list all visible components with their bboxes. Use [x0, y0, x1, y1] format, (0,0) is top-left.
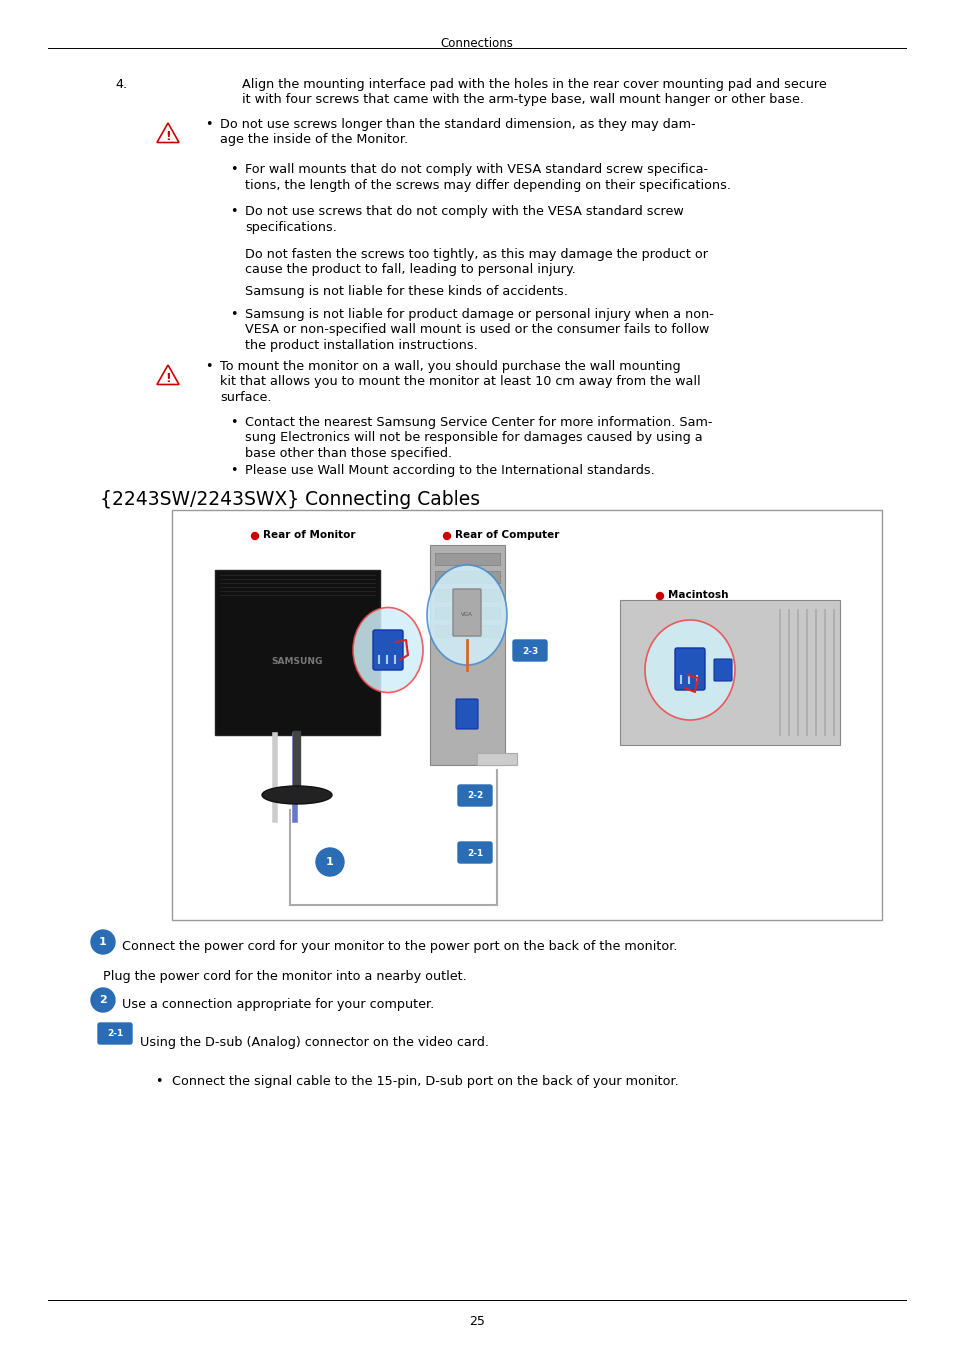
Circle shape — [252, 532, 258, 540]
Text: Samsung is not liable for product damage or personal injury when a non-: Samsung is not liable for product damage… — [245, 308, 713, 321]
FancyBboxPatch shape — [98, 1023, 132, 1044]
FancyBboxPatch shape — [435, 608, 499, 620]
Text: 2: 2 — [99, 995, 107, 1004]
Text: 2-1: 2-1 — [107, 1030, 123, 1038]
Text: VGA: VGA — [460, 613, 473, 617]
Text: Rear of Monitor: Rear of Monitor — [263, 531, 355, 540]
Text: •: • — [230, 205, 237, 217]
Polygon shape — [157, 123, 179, 143]
FancyBboxPatch shape — [713, 659, 731, 680]
Text: Connections: Connections — [440, 36, 513, 50]
Text: the product installation instructions.: the product installation instructions. — [245, 339, 477, 352]
Text: •: • — [230, 416, 237, 429]
Text: SAMSUNG: SAMSUNG — [271, 657, 322, 667]
Text: age the inside of the Monitor.: age the inside of the Monitor. — [220, 134, 408, 147]
Polygon shape — [157, 364, 179, 385]
Circle shape — [91, 930, 115, 954]
Text: specifications.: specifications. — [245, 220, 336, 234]
Circle shape — [656, 593, 662, 599]
Text: Align the mounting interface pad with the holes in the rear cover mounting pad a: Align the mounting interface pad with th… — [242, 78, 826, 90]
FancyBboxPatch shape — [214, 570, 379, 734]
Text: tions, the length of the screws may differ depending on their specifications.: tions, the length of the screws may diff… — [245, 178, 730, 192]
Text: •: • — [230, 308, 237, 321]
Text: Contact the nearest Samsung Service Center for more information. Sam-: Contact the nearest Samsung Service Cent… — [245, 416, 712, 429]
Circle shape — [443, 532, 450, 540]
Text: Rear of Computer: Rear of Computer — [455, 531, 558, 540]
FancyBboxPatch shape — [619, 599, 840, 745]
FancyBboxPatch shape — [435, 589, 499, 601]
Text: 2-1: 2-1 — [466, 849, 482, 857]
FancyBboxPatch shape — [513, 640, 546, 662]
FancyBboxPatch shape — [435, 554, 499, 566]
Text: Do not fasten the screws too tightly, as this may damage the product or: Do not fasten the screws too tightly, as… — [245, 248, 707, 261]
Text: •: • — [230, 464, 237, 477]
FancyBboxPatch shape — [435, 571, 499, 583]
Text: 2-3: 2-3 — [521, 647, 537, 656]
Circle shape — [91, 988, 115, 1012]
Text: •: • — [230, 163, 237, 176]
FancyBboxPatch shape — [456, 699, 477, 729]
Text: it with four screws that came with the arm-type base, wall mount hanger or other: it with four screws that came with the a… — [242, 93, 803, 107]
Text: Please use Wall Mount according to the International standards.: Please use Wall Mount according to the I… — [245, 464, 654, 477]
Text: !: ! — [165, 373, 171, 386]
Text: {2243SW/2243SWX} Connecting Cables: {2243SW/2243SWX} Connecting Cables — [100, 490, 479, 509]
Text: Samsung is not liable for these kinds of accidents.: Samsung is not liable for these kinds of… — [245, 285, 567, 298]
Ellipse shape — [427, 566, 506, 666]
Ellipse shape — [644, 620, 734, 720]
FancyBboxPatch shape — [675, 648, 704, 690]
Circle shape — [315, 848, 344, 876]
FancyBboxPatch shape — [453, 589, 480, 636]
Text: •: • — [154, 1075, 162, 1088]
FancyBboxPatch shape — [457, 842, 492, 863]
Text: Do not use screws that do not comply with the VESA standard screw: Do not use screws that do not comply wit… — [245, 205, 683, 217]
Text: cause the product to fall, leading to personal injury.: cause the product to fall, leading to pe… — [245, 263, 576, 277]
Text: Plug the power cord for the monitor into a nearby outlet.: Plug the power cord for the monitor into… — [103, 971, 466, 983]
FancyBboxPatch shape — [457, 784, 492, 806]
Ellipse shape — [353, 608, 422, 693]
Text: surface.: surface. — [220, 392, 272, 404]
Text: 4.: 4. — [115, 78, 127, 90]
Text: base other than those specified.: base other than those specified. — [245, 447, 452, 460]
Text: To mount the monitor on a wall, you should purchase the wall mounting: To mount the monitor on a wall, you shou… — [220, 360, 679, 373]
Text: !: ! — [165, 131, 171, 143]
Ellipse shape — [262, 786, 332, 805]
FancyBboxPatch shape — [373, 630, 402, 670]
FancyBboxPatch shape — [430, 545, 504, 765]
Text: sung Electronics will not be responsible for damages caused by using a: sung Electronics will not be responsible… — [245, 432, 702, 444]
Text: Connect the signal cable to the 15-pin, D-sub port on the back of your monitor.: Connect the signal cable to the 15-pin, … — [172, 1075, 678, 1088]
Text: VESA or non-specified wall mount is used or the consumer fails to follow: VESA or non-specified wall mount is used… — [245, 324, 708, 336]
Text: Use a connection appropriate for your computer.: Use a connection appropriate for your co… — [122, 998, 434, 1011]
Text: Do not use screws longer than the standard dimension, as they may dam-: Do not use screws longer than the standa… — [220, 117, 695, 131]
Text: Macintosh: Macintosh — [667, 590, 728, 599]
Text: 1: 1 — [99, 937, 107, 946]
Text: •: • — [205, 117, 213, 131]
Text: Connect the power cord for your monitor to the power port on the back of the mon: Connect the power cord for your monitor … — [122, 940, 677, 953]
Text: kit that allows you to mount the monitor at least 10 cm away from the wall: kit that allows you to mount the monitor… — [220, 375, 700, 389]
Text: 1: 1 — [326, 857, 334, 867]
FancyBboxPatch shape — [435, 625, 499, 637]
Text: •: • — [205, 360, 213, 373]
Text: Using the D-sub (Analog) connector on the video card.: Using the D-sub (Analog) connector on th… — [140, 1035, 489, 1049]
FancyBboxPatch shape — [476, 753, 517, 765]
Text: 25: 25 — [469, 1315, 484, 1328]
Text: For wall mounts that do not comply with VESA standard screw specifica-: For wall mounts that do not comply with … — [245, 163, 707, 176]
FancyBboxPatch shape — [172, 510, 882, 919]
Text: 2-2: 2-2 — [466, 791, 482, 801]
